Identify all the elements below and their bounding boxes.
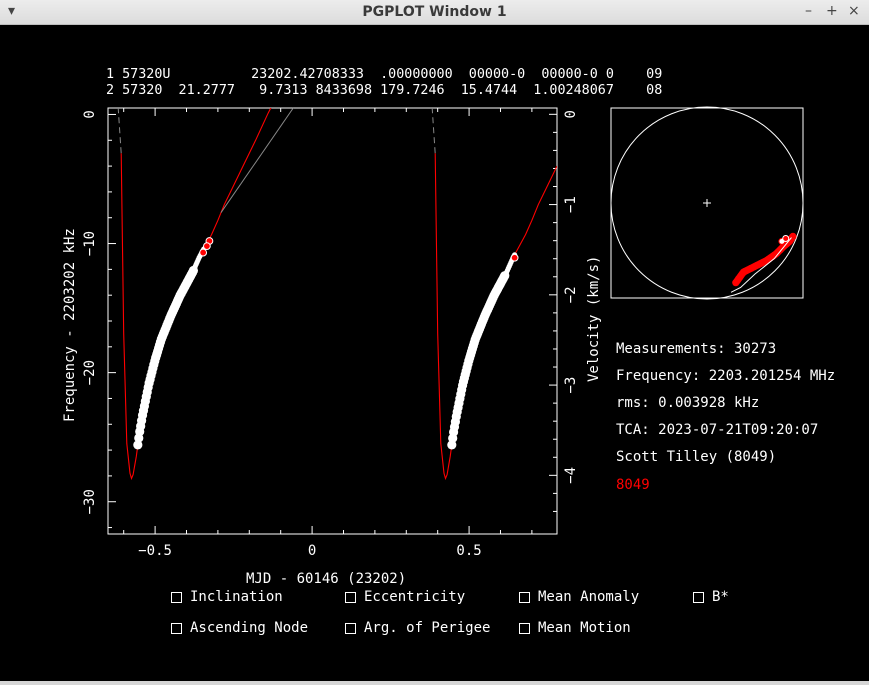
y2-tick-label: −2 — [563, 286, 579, 303]
x-tick-label: 0 — [308, 543, 316, 559]
minimize-button[interactable]: – — [805, 3, 812, 19]
checkbox-box[interactable] — [693, 591, 704, 603]
y2-tick-label: −3 — [563, 377, 579, 394]
ground-track-line — [730, 237, 792, 293]
checkbox-box[interactable] — [345, 591, 356, 603]
y-tick-label: −30 — [82, 489, 98, 514]
highlighted-point — [510, 253, 519, 262]
inset-marks — [730, 232, 797, 293]
checkbox-label: Ascending Node — [190, 620, 309, 636]
checkbox-eccentricity[interactable]: Eccentricity — [345, 589, 465, 605]
checkbox-box[interactable] — [171, 622, 182, 634]
checkbox-inclination[interactable]: Inclination — [171, 589, 283, 605]
y-tick-label: −20 — [82, 360, 98, 385]
checkbox-bstar[interactable]: B* — [693, 589, 729, 605]
y-axis-label: Frequency - 2203202 kHz — [62, 228, 78, 422]
checkbox-box[interactable] — [345, 622, 356, 634]
stat-observer: Scott Tilley (8049) — [616, 449, 776, 465]
highlighted-point — [199, 248, 208, 257]
checkbox-label: Arg. of Perigee — [364, 620, 491, 636]
plot-canvas: 1 57320U 23202.42708333 .00000000 00000-… — [62, 67, 835, 587]
y2-axis-label: Velocity (km/s) — [586, 256, 602, 382]
horizon-circle — [610, 106, 804, 300]
maximize-button[interactable]: + — [826, 3, 838, 19]
checkbox-label: B* — [712, 589, 729, 605]
x-tick-label: −0.5 — [138, 543, 172, 559]
checkbox-label: Eccentricity — [364, 589, 466, 605]
highlighted-point — [203, 242, 211, 251]
y2-tick-label: −1 — [563, 196, 579, 213]
checkbox-label: Mean Anomaly — [538, 589, 640, 605]
x-axis-label: MJD - 60146 (23202) — [246, 571, 406, 587]
measurement-point — [133, 440, 143, 450]
observer-crosshair-icon — [703, 199, 711, 207]
y-tick-label: 0 — [82, 110, 98, 118]
stat-site: 8049 — [616, 477, 650, 493]
checkbox-arg-of-perigee[interactable]: Arg. of Perigee — [345, 620, 490, 636]
y2-tick-label: 0 — [563, 110, 579, 118]
measurement-points — [133, 246, 518, 450]
close-button[interactable]: × — [848, 3, 860, 19]
checkbox-box[interactable] — [171, 591, 182, 603]
checkbox-mean-motion[interactable]: Mean Motion — [519, 620, 631, 636]
ground-track-highlight — [782, 235, 790, 243]
model-curves — [117, 107, 557, 481]
checkbox-ascending-node[interactable]: Ascending Node — [171, 620, 308, 636]
model-dashed-segment — [431, 107, 436, 154]
checkbox-box[interactable] — [519, 622, 530, 634]
window-title: PGPLOT Window 1 — [362, 4, 507, 20]
stat-measurements: Measurements: 30273 — [616, 341, 776, 357]
y-tick-label: −10 — [82, 231, 98, 256]
x-tick-label: 0.5 — [456, 543, 481, 559]
model-dashed-segment — [117, 107, 122, 154]
checkbox-label: Mean Motion — [538, 620, 631, 636]
title-bar[interactable]: ▾ PGPLOT Window 1 – + × — [0, 0, 869, 25]
stat-tca: TCA: 2023-07-21T09:20:07 — [616, 422, 818, 438]
stat-frequency: Frequency: 2203.201254 MHz — [616, 368, 835, 384]
main-axes: −0.5 0 0.5 0 −10 −20 −30 0 −1 −2 −3 −4 — [82, 108, 579, 559]
stat-rms: rms: 0.003928 kHz — [616, 395, 759, 411]
plot-area: 1 57320U 23202.42708333 .00000000 00000-… — [0, 25, 869, 681]
tle-line-1: 1 57320U 23202.42708333 .00000000 00000-… — [106, 67, 662, 82]
checkbox-label: Inclination — [190, 589, 283, 605]
main-plot-frame — [107, 107, 558, 535]
y2-tick-label: −4 — [563, 467, 579, 484]
checkbox-box[interactable] — [519, 591, 530, 603]
highlight-points — [199, 237, 519, 262]
window-menu-icon[interactable]: ▾ — [8, 3, 16, 19]
model-grey-segment — [220, 107, 294, 213]
checkbox-mean-anomaly[interactable]: Mean Anomaly — [519, 589, 639, 605]
tle-line-2: 2 57320 21.2777 9.7313 8433698 179.7246 … — [106, 83, 662, 98]
